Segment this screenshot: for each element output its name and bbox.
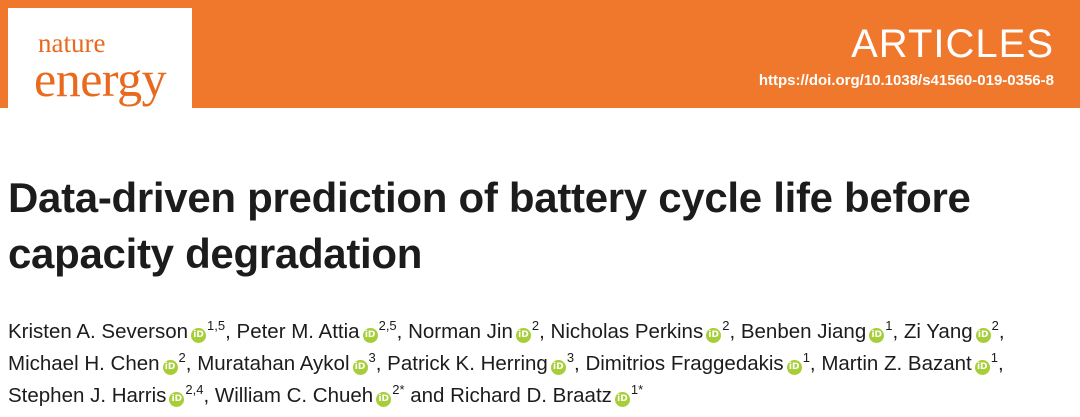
author-name[interactable]: Kristen A. Severson (8, 320, 189, 343)
author-entry: Peter M. Attia 2,5 (236, 318, 397, 343)
author-affiliation: 1 (885, 318, 893, 333)
author-entry: Benben Jiang 1 (740, 318, 893, 343)
author-separator: , (185, 352, 198, 375)
author-name[interactable]: Muratahan Aykol (197, 352, 350, 375)
orcid-icon[interactable] (975, 328, 991, 343)
author-affiliation: 1,5 (207, 318, 226, 333)
author-entry: Richard D. Braatz 1* (450, 382, 644, 407)
author-name[interactable]: Martin Z. Bazant (821, 352, 972, 375)
journal-logo-line1: nature (38, 28, 106, 58)
author-entry: Michael H. Chen 2 (8, 350, 186, 375)
author-separator: , (892, 320, 904, 343)
orcid-icon[interactable] (362, 328, 378, 343)
author-affiliation: 1 (990, 350, 998, 365)
orcid-icon[interactable] (515, 328, 531, 343)
author-affiliation: 3 (566, 350, 575, 365)
author-name[interactable]: Nicholas Perkins (550, 320, 704, 343)
author-separator: , (998, 320, 1005, 343)
author-name[interactable]: Benben Jiang (740, 320, 867, 343)
author-entry: Muratahan Aykol 3 (197, 350, 376, 375)
author-name[interactable]: Richard D. Braatz (450, 384, 612, 407)
author-affiliation: 2 (991, 318, 999, 333)
author-separator: , (375, 352, 388, 375)
author-name[interactable]: Zi Yang (903, 320, 973, 343)
orcid-icon[interactable] (376, 392, 392, 407)
author-affiliation: 1 (802, 350, 810, 365)
author-affiliation: 2 (178, 350, 186, 365)
orcid-icon[interactable] (974, 360, 990, 375)
author-separator: , (809, 352, 822, 375)
author-name[interactable]: William C. Chueh (214, 384, 374, 407)
journal-logo[interactable]: nature energy (8, 8, 192, 108)
orcid-icon[interactable] (169, 392, 185, 407)
author-name[interactable]: Stephen J. Harris (8, 384, 167, 407)
orcid-icon[interactable] (550, 360, 566, 375)
author-name[interactable]: Dimitrios Fraggedakis (585, 352, 784, 375)
orcid-icon[interactable] (162, 360, 178, 375)
doi-link[interactable]: https://doi.org/10.1038/s41560-019-0356-… (758, 72, 1054, 89)
author-separator: , (225, 320, 237, 343)
author-entry: Stephen J. Harris 2,4 (8, 382, 204, 407)
journal-logo-line2: energy (34, 51, 167, 107)
author-name[interactable]: Patrick K. Herring (387, 352, 548, 375)
article-type-label: ARTICLES (851, 22, 1054, 66)
orcid-icon[interactable] (352, 360, 368, 375)
author-entry: Martin Z. Bazant 1 (821, 350, 998, 375)
journal-header-banner: nature energy ARTICLES https://doi.org/1… (0, 0, 1080, 108)
author-affiliation: 2 (531, 318, 540, 333)
orcid-icon[interactable] (786, 360, 802, 375)
author-entry: William C. Chueh 2* (214, 382, 405, 407)
author-name[interactable]: Peter M. Attia (236, 320, 360, 343)
author-separator: , (203, 384, 215, 407)
author-affiliation: 2 (722, 318, 730, 333)
author-affiliation: 2* (392, 382, 405, 397)
author-entry: Norman Jin 2 (408, 318, 540, 343)
author-separator: and (404, 384, 451, 407)
orcid-icon[interactable] (869, 328, 885, 343)
author-name[interactable]: Michael H. Chen (8, 352, 160, 375)
author-entry: Nicholas Perkins 2 (550, 318, 730, 343)
author-separator: , (539, 320, 551, 343)
author-affiliation: 1* (630, 382, 644, 397)
article-title: Data-driven prediction of battery cycle … (8, 174, 971, 277)
author-affiliation: 2,5 (378, 318, 397, 333)
orcid-icon[interactable] (706, 328, 722, 343)
author-list: Kristen A. Severson 1,5, Peter M. Attia 2,… (8, 316, 1078, 412)
author-separator: , (997, 352, 1004, 375)
author-entry: Dimitrios Fraggedakis 1 (585, 350, 810, 375)
author-name[interactable]: Norman Jin (408, 320, 513, 343)
author-separator: , (396, 320, 409, 343)
author-entry: Zi Yang 2 (903, 318, 999, 343)
author-affiliation: 2,4 (185, 382, 204, 397)
author-separator: , (729, 320, 741, 343)
author-separator: , (574, 352, 586, 375)
orcid-icon[interactable] (191, 328, 207, 343)
author-affiliation: 3 (368, 350, 376, 365)
author-entry: Kristen A. Severson 1,5 (8, 318, 226, 343)
orcid-icon[interactable] (614, 392, 630, 407)
author-entry: Patrick K. Herring 3 (387, 350, 575, 375)
